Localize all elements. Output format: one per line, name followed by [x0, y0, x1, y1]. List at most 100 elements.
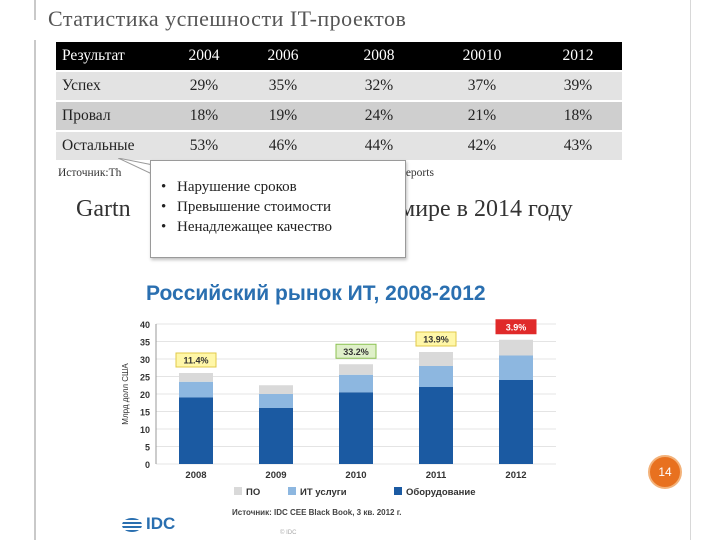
table-cell: 19% — [238, 101, 328, 132]
bar-segment — [259, 408, 293, 464]
legend-swatch — [394, 487, 402, 495]
callout-item: • Превышение стоимости — [161, 197, 405, 217]
callout-item-text: Нарушение сроков — [177, 179, 297, 195]
growth-badge-label: 3.9% — [506, 322, 527, 332]
table-header-cell: 20010 — [430, 42, 534, 72]
table-cell: 46% — [238, 131, 328, 162]
bar-segment — [499, 355, 533, 380]
x-tick-label: 2011 — [426, 470, 447, 481]
table-header-cell: 2004 — [170, 42, 238, 72]
bar-segment — [499, 339, 533, 356]
bar-segment — [259, 394, 293, 408]
bar-segment — [419, 366, 453, 387]
table-cell: 39% — [534, 71, 622, 102]
table-header-cell: Результат — [56, 42, 170, 72]
table-row: Успех 29% 35% 32% 37% 39% — [56, 71, 622, 102]
table-cell: 24% — [328, 101, 430, 132]
slide-title: Статистика успешности IT-проектов — [48, 6, 407, 31]
stats-table: Результат 2004 2006 2008 20010 2012 Успе… — [56, 42, 622, 162]
bar-segment — [339, 364, 373, 375]
frame-line-top — [34, 0, 36, 20]
y-tick-label: 35 — [140, 338, 150, 348]
table-cell: 29% — [170, 71, 238, 102]
x-tick-label: 2009 — [265, 470, 286, 481]
chart-footnote: © IDC — [280, 530, 297, 536]
frame-line-left — [34, 40, 36, 540]
growth-badge-label: 33.2% — [343, 347, 369, 357]
y-axis-label: Млрд долл США — [121, 363, 130, 425]
bullet-icon: • — [161, 219, 167, 235]
legend-label: ИТ услуги — [300, 487, 347, 498]
table-row: Остальные 53% 46% 44% 42% 43% — [56, 131, 622, 162]
callout-item-text: Превышение стоимости — [177, 199, 331, 215]
callout-item: • Ненадлежащее качество — [161, 217, 405, 237]
market-chart: 0 5 10 15 20 25 30 35 40 Млрд долл США 2008 11.4% 20… — [121, 319, 556, 498]
table-header-cell: 2008 — [328, 42, 430, 72]
x-tick-label: 2012 — [505, 470, 526, 481]
table-cell: 42% — [430, 131, 534, 162]
chart-source: Источник: IDC CEE Black Book, 3 кв. 2012… — [232, 508, 402, 517]
table-cell: 18% — [170, 101, 238, 132]
table-cell: 18% — [534, 101, 622, 132]
table-row-label: Провал — [56, 101, 170, 132]
legend-label: Оборудование — [406, 487, 475, 498]
y-tick-label: 15 — [140, 408, 150, 418]
gartner-text-tail: мире в 2014 году — [400, 196, 573, 222]
table-row: Провал 18% 19% 24% 21% 18% — [56, 101, 622, 132]
y-tick-label: 10 — [140, 425, 150, 435]
y-tick-label: 40 — [140, 320, 150, 330]
table-cell: 37% — [430, 71, 534, 102]
bar-segment — [339, 392, 373, 464]
bar-segment — [419, 387, 453, 464]
callout-box: • Нарушение сроков • Превышение стоимости … — [150, 160, 406, 258]
table-cell: 53% — [170, 131, 238, 162]
table-cell: 44% — [328, 131, 430, 162]
bar-segment — [179, 373, 213, 382]
legend-label: ПО — [246, 487, 260, 498]
growth-badge — [335, 343, 377, 359]
x-tick-label: 2008 — [185, 470, 206, 481]
bar-segment — [499, 380, 533, 464]
bar-segment — [179, 397, 213, 464]
y-tick-label: 20 — [140, 390, 150, 400]
callout-item-text: Ненадлежащее качество — [177, 219, 332, 235]
growth-badge-label: 13.9% — [423, 335, 449, 345]
globe-icon — [122, 517, 142, 532]
page-number-badge: 14 — [648, 455, 682, 489]
table-cell: 32% — [328, 71, 430, 102]
legend-swatch — [288, 487, 296, 495]
growth-badge-label: 11.4% — [183, 356, 208, 366]
y-tick-label: 30 — [140, 355, 150, 365]
table-header-row: Результат 2004 2006 2008 20010 2012 — [56, 42, 622, 72]
growth-badge — [175, 352, 217, 368]
legend-swatch — [234, 487, 242, 495]
table-cell: 21% — [430, 101, 534, 132]
bar-segment — [339, 374, 373, 393]
x-tick-label: 2010 — [345, 470, 366, 481]
growth-badge — [495, 319, 537, 335]
gartner-text: Gartn — [76, 196, 131, 222]
callout-list: • Нарушение сроков • Превышение стоимости … — [151, 177, 405, 237]
table-header-cell: 2012 — [534, 42, 622, 72]
table-row-label: Остальные — [56, 131, 170, 162]
table-cell: 35% — [238, 71, 328, 102]
frame-line-right — [690, 0, 691, 540]
source-text: Источник:Th — [58, 167, 122, 179]
chart-title: Российский рынок ИТ, 2008-2012 — [146, 282, 486, 305]
bullet-icon: • — [161, 199, 167, 215]
bar-segment — [179, 381, 213, 398]
y-tick-label: 0 — [145, 460, 150, 470]
bar-segment — [259, 385, 293, 394]
callout-item: • Нарушение сроков — [161, 177, 405, 197]
table-row-label: Успех — [56, 71, 170, 102]
table-cell: 43% — [534, 131, 622, 162]
table-header-cell: 2006 — [238, 42, 328, 72]
source-text-tail: reports — [402, 167, 434, 179]
growth-badge — [415, 331, 457, 347]
y-tick-label: 5 — [145, 443, 150, 453]
bar-segment — [419, 352, 453, 366]
idc-logo-text: IDC — [146, 514, 176, 533]
bullet-icon: • — [161, 179, 167, 195]
idc-logo: IDC — [122, 514, 175, 534]
y-tick-label: 25 — [140, 373, 150, 383]
